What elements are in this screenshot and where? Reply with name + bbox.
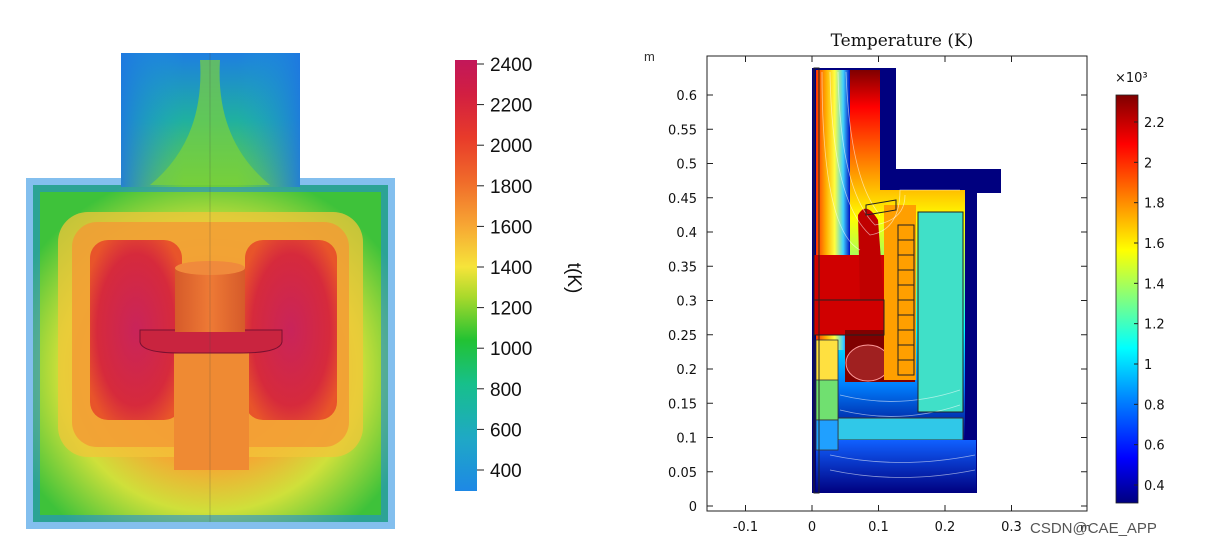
- right-x-tick-label: 0: [808, 520, 816, 535]
- right-y-tick-label: 0.55: [668, 123, 697, 138]
- right-x-tick-label: 0.3: [1001, 520, 1022, 535]
- right-coil-region: [884, 205, 916, 380]
- left-colorbar-tick-label: 2000: [490, 136, 532, 157]
- left-colorbar-tick-label: 2200: [490, 96, 532, 117]
- right-y-tick-label: 0.25: [668, 329, 697, 344]
- right-contours: [821, 71, 976, 478]
- left-colorbar-fill: [455, 60, 477, 491]
- right-colorbar: ×10³ 2.2 2 1.8 1.6 1.4 1.2 1 0.8 0.6 0.4: [1115, 71, 1165, 504]
- left-colorbar-tick-label: 800: [490, 380, 522, 401]
- right-bottom: [816, 440, 976, 493]
- right-colorbar-tick-label: 2: [1144, 156, 1152, 171]
- right-red-loop: [858, 208, 884, 300]
- right-y-tick-label: 0.4: [676, 226, 697, 241]
- right-colorbar-tick-label: 0.4: [1144, 479, 1165, 494]
- right-colorbar-tick-label: 2.2: [1144, 116, 1165, 131]
- left-hot-zone-b: [245, 240, 337, 420]
- right-x-tick-label: -0.1: [733, 520, 758, 535]
- right-coil-turns: [897, 224, 915, 376]
- left-plume: [150, 60, 270, 185]
- left-colorbar-ticks: 2400 2200 2000 1800 1600 1400 1200 1000 800 600 40…: [477, 55, 532, 482]
- right-y-tick-label: 0.6: [676, 89, 697, 104]
- right-y-tick-label: 0.45: [668, 192, 697, 207]
- right-colorbar-tick-label: 1.6: [1144, 237, 1165, 252]
- right-y-tick-label: 0.35: [668, 260, 697, 275]
- right-colorbar-tick-label: 1.4: [1144, 277, 1165, 292]
- right-y-tick-label: 0.5: [676, 158, 697, 173]
- right-y-tick-label: 0.05: [668, 466, 697, 481]
- right-plot: Temperature (K) m: [644, 31, 1091, 535]
- right-x-tick-label: 0.2: [935, 520, 956, 535]
- left-cylinder: [175, 268, 245, 332]
- left-colorbar-tick-label: 400: [490, 461, 522, 482]
- right-x-unit: m: [1080, 521, 1091, 534]
- right-x-tick-label: 0.1: [868, 520, 889, 535]
- right-plot-title: Temperature (K): [831, 31, 974, 51]
- right-base-plate: [837, 417, 964, 441]
- left-colorbar-tick-label: 1000: [490, 339, 532, 360]
- right-warm-bubble: [845, 344, 891, 382]
- right-y-tick-label: 0.15: [668, 397, 697, 412]
- right-colorbar-tick-label: 1.8: [1144, 197, 1165, 212]
- right-insulation: [917, 211, 964, 413]
- right-y-ticks: 0 0.05 0.1 0.15 0.2 0.25 0.3 0.35 0.4 0.45 0.5 0.55…: [668, 89, 1087, 515]
- right-y-tick-label: 0.2: [676, 363, 697, 378]
- watermark: CSDN@CAE_APP: [1030, 520, 1157, 537]
- right-y-tick-label: 0: [689, 500, 697, 515]
- right-y-unit: m: [644, 49, 655, 64]
- right-colorbar-tick-label: 1.2: [1144, 318, 1165, 333]
- left-colorbar-tick-label: 1200: [490, 299, 532, 320]
- right-colorbar-multiplier: ×10³: [1115, 71, 1148, 86]
- right-colorbar-tick-label: 1: [1144, 358, 1152, 373]
- right-colorbar-ticks: 2.2 2 1.8 1.6 1.4 1.2 1 0.8 0.6 0.4: [1134, 116, 1165, 494]
- left-colorbar-tick-label: 2400: [490, 55, 532, 76]
- right-lower-left-3: [815, 419, 839, 451]
- right-outlines: [813, 67, 964, 494]
- left-colorbar-label: t(K): [563, 263, 584, 294]
- left-center-column: [174, 345, 249, 470]
- left-colorbar-tick-label: 1400: [490, 258, 532, 279]
- left-hot-zone-a: [90, 240, 182, 420]
- left-disc: [139, 329, 283, 354]
- right-x-ticks: -0.1 0 0.1 0.2 0.3 m: [733, 56, 1091, 535]
- left-colorbar-tick-label: 1800: [490, 177, 532, 198]
- left-cylinder-top: [175, 261, 245, 275]
- right-colorbar-tick-label: 0.6: [1144, 439, 1165, 454]
- right-heat-domain: [812, 67, 1001, 494]
- left-heatmap: [26, 53, 395, 529]
- right-y-tick-label: 0.1: [676, 432, 697, 447]
- right-y-tick-label: 0.3: [676, 295, 697, 310]
- left-colorbar-tick-label: 600: [490, 420, 522, 441]
- left-colorbar-tick-label: 1600: [490, 217, 532, 238]
- right-colorbar-fill: [1115, 94, 1139, 504]
- right-colorbar-tick-label: 0.8: [1144, 398, 1165, 413]
- left-colorbar: 2400 2200 2000 1800 1600 1400 1200 1000 800 600 40…: [455, 55, 584, 491]
